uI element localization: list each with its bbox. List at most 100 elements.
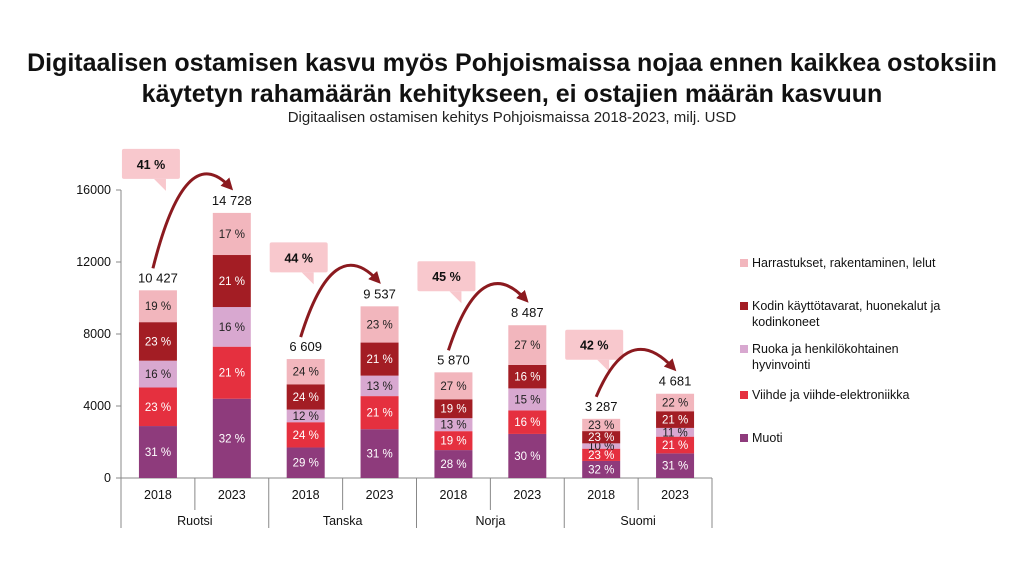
- bar-segment: [508, 325, 547, 365]
- bar-segment: [434, 418, 473, 432]
- bar-segment: [360, 375, 399, 397]
- legend-item: Muoti: [740, 430, 950, 446]
- bar-segment: [138, 290, 177, 323]
- segment-label: 21 %: [219, 276, 245, 288]
- x-tick-label: 2018: [292, 488, 320, 502]
- total-label: 14 728: [212, 193, 252, 208]
- bar-segment: [508, 388, 547, 411]
- y-tick-label: 16000: [76, 183, 111, 197]
- bar-segment: [360, 429, 399, 478]
- legend-swatch: [740, 259, 748, 267]
- bar-segment: [286, 384, 325, 410]
- growth-bubble-tail: [597, 359, 610, 372]
- group-label: Ruotsi: [177, 514, 212, 528]
- growth-bubble: [121, 148, 180, 179]
- bar-segment: [656, 393, 695, 412]
- segment-label: 16 %: [145, 369, 171, 381]
- legend-swatch: [740, 302, 748, 310]
- segment-label: 13 %: [366, 381, 392, 393]
- segment-label: 24 %: [293, 392, 319, 404]
- bar-segment: [582, 448, 621, 461]
- bar-segment: [508, 364, 547, 389]
- legend-swatch: [740, 345, 748, 353]
- bar-segment: [434, 450, 473, 478]
- legend-label: Ruoka ja henkilökohtainen hyvinvointi: [752, 342, 899, 372]
- bar-segment: [286, 409, 325, 423]
- growth-label: 41 %: [137, 158, 166, 172]
- segment-label: 27 %: [440, 381, 466, 393]
- bar-segment: [212, 255, 251, 308]
- segment-label: 22 %: [662, 397, 688, 409]
- bar-segment: [656, 436, 695, 454]
- chart-subtitle: Digitaalisen ostamisen kehitys Pohjoisma…: [287, 109, 737, 126]
- bar-segment: [656, 411, 695, 428]
- growth-arrow: [594, 347, 677, 398]
- bar-segment: [508, 410, 547, 434]
- segment-label: 21 %: [662, 415, 688, 427]
- total-label: 6 609: [289, 339, 322, 354]
- segment-label: 24 %: [293, 367, 319, 379]
- total-label: 9 537: [363, 286, 396, 301]
- segment-label: 23 %: [588, 420, 614, 432]
- group-label: Tanska: [323, 514, 363, 528]
- y-tick-label: 0: [104, 471, 111, 485]
- segment-label: 31 %: [366, 449, 392, 461]
- bar-segment: [212, 212, 251, 256]
- bar-segment: [212, 398, 251, 478]
- legend-swatch: [740, 434, 748, 442]
- total-label: 8 487: [511, 305, 544, 320]
- segment-label: 12 %: [293, 411, 319, 423]
- segment-label: 28 %: [440, 459, 466, 471]
- x-tick-label: 2018: [587, 488, 615, 502]
- legend-label: Kodin käyttötavarat, huonekalut ja kodin…: [752, 299, 941, 329]
- segment-label: 17 %: [219, 229, 245, 241]
- total-label: 3 287: [585, 399, 618, 414]
- growth-bubble: [565, 329, 624, 360]
- bar-segment: [286, 422, 325, 448]
- bar-segment: [656, 427, 695, 437]
- bar-segment: [582, 443, 621, 449]
- segment-label: 23 %: [145, 336, 171, 348]
- segment-label: 32 %: [588, 464, 614, 476]
- legend-item: Viihde ja viihde-elektroniikka: [740, 387, 950, 403]
- bar-segment: [212, 307, 251, 347]
- legend-swatch: [740, 391, 748, 399]
- segment-label: 31 %: [145, 447, 171, 459]
- total-label: 5 870: [437, 352, 470, 367]
- bar-segment: [582, 418, 621, 432]
- growth-label: 45 %: [432, 270, 461, 284]
- bar-segment: [434, 399, 473, 419]
- x-tick-label: 2018: [440, 488, 468, 502]
- bar-segment: [508, 433, 547, 478]
- segment-label: 32 %: [219, 433, 245, 445]
- segment-label: 19 %: [440, 436, 466, 448]
- legend-label: Muoti: [752, 431, 783, 445]
- y-tick-label: 12000: [76, 255, 111, 269]
- growth-bubble-tail: [449, 291, 462, 304]
- segment-label: 23 %: [588, 450, 614, 462]
- segment-label: 16 %: [514, 417, 540, 429]
- legend-item: Harrastukset, rakentaminen, lelut: [740, 255, 950, 271]
- bar-segment: [582, 431, 621, 444]
- bar-segment: [360, 396, 399, 430]
- segment-label: 10 %: [588, 441, 614, 453]
- x-tick-label: 2023: [513, 488, 541, 502]
- group-label: Suomi: [620, 514, 655, 528]
- segment-label: 23 %: [366, 319, 392, 331]
- bar-segment: [434, 431, 473, 451]
- x-tick-label: 2023: [218, 488, 246, 502]
- legend-item: Ruoka ja henkilökohtainen hyvinvointi: [740, 341, 950, 373]
- y-tick-label: 4000: [83, 399, 111, 413]
- growth-bubble: [269, 242, 328, 273]
- x-tick-label: 2023: [661, 488, 689, 502]
- segment-label: 16 %: [219, 322, 245, 334]
- growth-bubble: [417, 261, 476, 292]
- legend-label: Viihde ja viihde-elektroniikka: [752, 388, 910, 402]
- total-label: 10 427: [138, 270, 178, 285]
- segment-label: 19 %: [440, 404, 466, 416]
- growth-bubble-tail: [301, 272, 314, 285]
- bar-segment: [434, 372, 473, 400]
- bar-segment: [360, 306, 399, 343]
- total-label: 4 681: [659, 374, 692, 389]
